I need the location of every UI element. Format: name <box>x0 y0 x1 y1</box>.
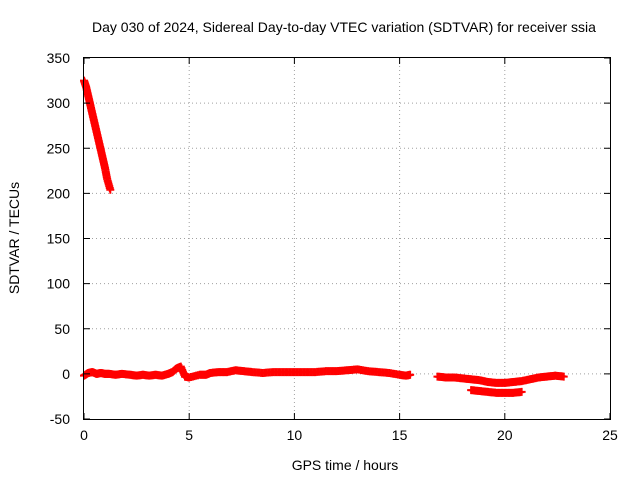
y-tick-label: 0 <box>62 366 70 382</box>
x-tick-label: 25 <box>602 427 618 443</box>
y-tick-label: 300 <box>47 95 71 111</box>
x-tick-label: 10 <box>287 427 303 443</box>
y-axis-label: SDTVAR / TECUs <box>6 182 22 294</box>
x-axis-label: GPS time / hours <box>292 457 399 473</box>
data-point <box>558 372 567 381</box>
y-tick-label: 200 <box>47 185 71 201</box>
axes: 0 5 10 15 20 25 -50 0 50 100 150 200 250 300 350 <box>47 50 618 443</box>
data-point <box>405 370 414 379</box>
y-tick-label: -50 <box>50 411 70 427</box>
y-tick-label: 100 <box>47 276 71 292</box>
data-points <box>80 76 568 397</box>
data-point <box>516 388 525 397</box>
y-tick-label: 250 <box>47 140 71 156</box>
x-tick-label: 20 <box>497 427 513 443</box>
plot-frame <box>83 57 611 420</box>
x-tick-label: 15 <box>392 427 408 443</box>
x-tick-label: 5 <box>185 427 193 443</box>
y-tick-label: 50 <box>54 321 70 337</box>
data-point <box>105 183 114 192</box>
grid <box>84 58 610 419</box>
x-tick-label: 0 <box>80 427 88 443</box>
chart-title: Day 030 of 2024, Sidereal Day-to-day VTE… <box>92 19 596 35</box>
y-tick-label: 150 <box>47 231 71 247</box>
y-tick-label: 350 <box>47 50 71 66</box>
